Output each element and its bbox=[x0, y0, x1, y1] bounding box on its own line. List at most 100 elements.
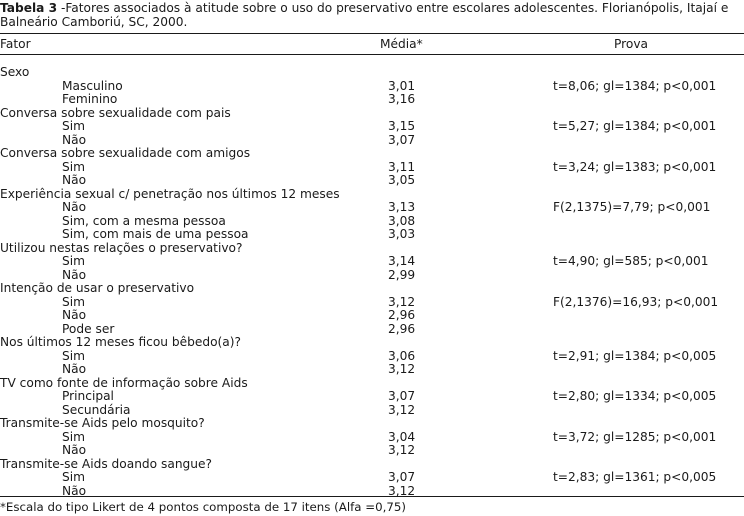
row-label: Masculino bbox=[62, 78, 123, 93]
row-media: 3,07 bbox=[388, 470, 416, 484]
group-label: Transmite-se Aids pelo mosquito? bbox=[0, 416, 205, 430]
table-row: Pode ser 2,96 bbox=[0, 321, 744, 337]
row-prova: t=8,06; gl=1384; p<0,001 bbox=[553, 78, 717, 93]
table-group-row: Transmite-se Aids doando sangue? bbox=[0, 456, 744, 472]
row-label: Sim bbox=[62, 254, 85, 268]
row-prova: t=4,90; gl=585; p<0,001 bbox=[553, 254, 709, 268]
row-label: Sim bbox=[62, 119, 85, 133]
row-prova: t=2,91; gl=1384; p<0,005 bbox=[553, 348, 717, 363]
row-media: 3,03 bbox=[388, 227, 416, 241]
group-label: TV como fonte de informação sobre Aids bbox=[0, 375, 248, 390]
table-row: Sim 3,06 t=2,91; gl=1384; p<0,005 bbox=[0, 348, 744, 364]
header-rule bbox=[0, 54, 744, 55]
table-row: Sim 3,14 t=4,90; gl=585; p<0,001 bbox=[0, 254, 744, 269]
table-row: Não 3,05 bbox=[0, 173, 744, 188]
table-caption-label: Tabela 3 bbox=[0, 1, 58, 15]
row-media: 3,01 bbox=[388, 78, 416, 93]
row-media: 3,08 bbox=[388, 213, 416, 228]
table-group-row: Nos últimos 12 meses ficou bêbedo(a)? bbox=[0, 335, 744, 350]
row-prova: F(2,1376)=16,93; p<0,001 bbox=[553, 294, 719, 309]
row-prova: t=2,80; gl=1334; p<0,005 bbox=[553, 389, 717, 403]
row-media: 3,05 bbox=[388, 173, 416, 187]
group-label: Transmite-se Aids doando sangue? bbox=[0, 456, 212, 471]
row-media: 3,16 bbox=[388, 92, 416, 106]
table-caption-text: -Fatores associados à atitude sobre o us… bbox=[0, 1, 729, 29]
table-row: Secundária 3,12 bbox=[0, 402, 744, 418]
row-prova: F(2,1375)=7,79; p<0,001 bbox=[553, 200, 711, 214]
table-row: Não 3,12 bbox=[0, 443, 744, 458]
group-label: Experiência sexual c/ penetração nos últ… bbox=[0, 186, 340, 201]
group-label: Nos últimos 12 meses ficou bêbedo(a)? bbox=[0, 335, 241, 349]
row-prova: t=3,24; gl=1383; p<0,001 bbox=[553, 159, 717, 174]
table-row: Sim, com a mesma pessoa 3,08 bbox=[0, 213, 744, 229]
row-media: 2,96 bbox=[388, 308, 416, 322]
row-label: Não bbox=[62, 267, 87, 282]
table-row: Não 2,99 bbox=[0, 267, 744, 283]
table-group-row: TV como fonte de informação sobre Aids bbox=[0, 375, 744, 391]
table-group-row: Conversa sobre sexualidade com amigos bbox=[0, 146, 744, 161]
table-row: Sim 3,04 t=3,72; gl=1285; p<0,001 bbox=[0, 429, 744, 445]
table-row: Não 3,07 bbox=[0, 132, 744, 148]
row-label: Sim bbox=[62, 470, 85, 484]
table-row: Sim 3,15 t=5,27; gl=1384; p<0,001 bbox=[0, 119, 744, 134]
top-rule bbox=[0, 33, 744, 35]
header-fator: Fator bbox=[0, 37, 31, 51]
bottom-rule bbox=[0, 496, 744, 497]
table-row: Não 3,13 F(2,1375)=7,79; p<0,001 bbox=[0, 200, 744, 215]
row-label: Principal bbox=[62, 389, 114, 403]
table-caption: Tabela 3 -Fatores associados à atitude s… bbox=[0, 1, 744, 29]
table-group-row: Experiência sexual c/ penetração nos últ… bbox=[0, 186, 744, 202]
row-label: Não bbox=[62, 308, 87, 322]
row-label: Sim, com mais de uma pessoa bbox=[62, 227, 249, 241]
table-row: Masculino 3,01 t=8,06; gl=1384; p<0,001 bbox=[0, 78, 744, 94]
table-row: Não 2,96 bbox=[0, 308, 744, 323]
row-media: 3,12 bbox=[388, 402, 416, 417]
row-media: 3,06 bbox=[388, 348, 416, 363]
row-label: Sim bbox=[62, 348, 85, 363]
header-prova: Prova bbox=[614, 37, 649, 51]
row-label: Não bbox=[62, 362, 87, 376]
row-media: 3,07 bbox=[388, 132, 416, 147]
row-media: 3,12 bbox=[388, 294, 416, 309]
table-row: Feminino 3,16 bbox=[0, 92, 744, 107]
row-media: 2,96 bbox=[388, 321, 416, 336]
row-label: Não bbox=[62, 132, 87, 147]
group-label: Conversa sobre sexualidade com amigos bbox=[0, 146, 251, 160]
table-group-row: Intenção de usar o preservativo bbox=[0, 281, 744, 296]
table-row: Sim 3,11 t=3,24; gl=1383; p<0,001 bbox=[0, 159, 744, 175]
row-media: 3,04 bbox=[388, 429, 416, 444]
row-label: Não bbox=[62, 173, 87, 187]
row-media: 3,12 bbox=[388, 362, 416, 376]
table-row: Principal 3,07 t=2,80; gl=1334; p<0,005 bbox=[0, 389, 744, 404]
row-prova: t=5,27; gl=1384; p<0,001 bbox=[553, 119, 717, 133]
table-footnote: *Escala do tipo Likert de 4 pontos compo… bbox=[0, 500, 406, 514]
group-label: Conversa sobre sexualidade com pais bbox=[0, 105, 231, 120]
row-media: 3,14 bbox=[388, 254, 416, 268]
row-media: 3,12 bbox=[388, 483, 416, 498]
table-group-row: Conversa sobre sexualidade com pais bbox=[0, 105, 744, 121]
row-label: Feminino bbox=[62, 92, 118, 106]
row-label: Sim bbox=[62, 159, 85, 174]
table-group-row: Transmite-se Aids pelo mosquito? bbox=[0, 416, 744, 431]
row-label: Sim, com a mesma pessoa bbox=[62, 213, 226, 228]
table-group-row: Sexo bbox=[0, 65, 744, 80]
row-label: Sim bbox=[62, 294, 85, 309]
table-row: Sim, com mais de uma pessoa 3,03 bbox=[0, 227, 744, 242]
group-label: Utilizou nestas relações o preservativo? bbox=[0, 240, 243, 255]
row-media: 2,99 bbox=[388, 267, 416, 282]
row-media: 3,07 bbox=[388, 389, 416, 403]
row-prova: t=3,72; gl=1285; p<0,001 bbox=[553, 429, 717, 444]
row-media: 3,13 bbox=[388, 200, 416, 214]
row-label: Não bbox=[62, 483, 87, 498]
row-label: Pode ser bbox=[62, 321, 115, 336]
row-prova: t=2,83; gl=1361; p<0,005 bbox=[553, 470, 717, 484]
table-row: Não 3,12 bbox=[0, 362, 744, 377]
group-label: Intenção de usar o preservativo bbox=[0, 281, 195, 295]
table-row: Sim 3,12 F(2,1376)=16,93; p<0,001 bbox=[0, 294, 744, 310]
table-group-row: Utilizou nestas relações o preservativo? bbox=[0, 240, 744, 256]
row-media: 3,11 bbox=[388, 159, 416, 174]
row-label: Secundária bbox=[62, 402, 131, 417]
row-media: 3,12 bbox=[388, 443, 416, 457]
group-label: Sexo bbox=[0, 65, 30, 79]
row-label: Não bbox=[62, 200, 87, 214]
